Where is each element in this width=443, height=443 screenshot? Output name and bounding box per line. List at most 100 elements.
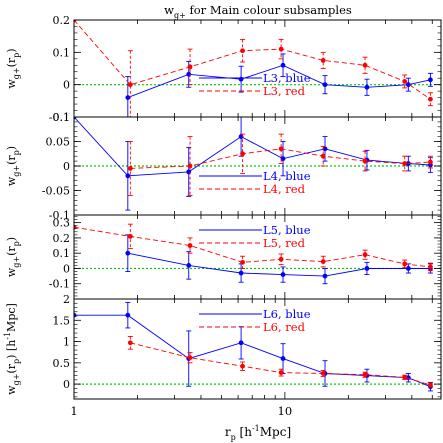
data-point [125, 173, 131, 179]
data-point [186, 263, 192, 268]
legend-label-blue: L3, blue [263, 71, 311, 85]
data-point [278, 46, 284, 52]
y-tick-label: 0 [63, 79, 70, 92]
panel-frame [73, 214, 442, 300]
y-tick-label: 0.1 [53, 111, 71, 124]
data-point [362, 252, 368, 258]
y-tick-label: 0 [63, 378, 70, 391]
data-point [320, 153, 326, 159]
y-tick-label: 0.3 [53, 217, 71, 230]
legend-label-red: L3, red [263, 84, 306, 98]
data-point [280, 62, 286, 68]
plot-area [74, 20, 441, 117]
data-point [428, 77, 433, 83]
data-point [364, 266, 370, 271]
data-point [320, 371, 326, 376]
series-line-red [130, 148, 431, 169]
data-point [402, 261, 408, 267]
legend-label-red: L5, red [263, 236, 306, 250]
figure-title: wg+ for Main colour subsamples [164, 3, 352, 20]
data-point [240, 151, 245, 157]
data-point [278, 370, 284, 376]
data-point [278, 256, 284, 262]
plot-area [74, 117, 441, 211]
legend-label-red: L6, red [263, 320, 306, 334]
data-point [238, 340, 244, 346]
data-point [127, 82, 133, 88]
x-axis-label: rp [h-1Mpc] [225, 424, 291, 442]
series-blue [125, 234, 433, 285]
data-point [74, 224, 77, 230]
data-point [320, 58, 326, 63]
data-point [240, 259, 245, 265]
y-axis-label: wg+(rp) [5, 237, 21, 277]
data-point [428, 159, 433, 165]
y-tick-label: 1 [63, 336, 70, 349]
y-tick-label: 0.1 [53, 247, 71, 260]
data-point [405, 266, 411, 271]
y-tick-label: 0.2 [53, 232, 71, 245]
y-tick-label: 0 [63, 160, 70, 173]
series-line-blue [127, 252, 431, 277]
data-point [125, 250, 131, 256]
plot-area [74, 301, 441, 392]
data-point [125, 312, 131, 318]
data-point [187, 355, 193, 361]
y-tick-label: 0.5 [53, 357, 71, 370]
y-tick-label: -0.1 [49, 111, 70, 124]
y-tick-label: 1.5 [53, 314, 71, 327]
data-point [428, 264, 433, 270]
legend-label-red: L4, red [263, 182, 306, 196]
series-red [127, 133, 433, 196]
panel-frame [73, 116, 442, 216]
data-point [362, 62, 368, 68]
x-tick-label: 10 [278, 404, 293, 418]
series-red [74, 20, 433, 117]
data-point [428, 382, 433, 388]
data-point [428, 96, 433, 102]
data-point [238, 270, 244, 276]
panel-frame [73, 298, 442, 400]
data-point [187, 64, 193, 70]
data-point [280, 156, 286, 162]
data-point [74, 117, 77, 120]
legend-label-blue: L4, blue [263, 169, 311, 183]
data-point [127, 233, 133, 239]
legend-label-blue: L6, blue [263, 307, 311, 321]
data-point [127, 340, 133, 346]
y-tick-label: 0.05 [46, 136, 71, 149]
data-point [238, 76, 244, 82]
y-tick-label: -0.05 [42, 185, 70, 198]
data-point [362, 158, 368, 164]
series-red [74, 223, 433, 272]
data-point [240, 363, 245, 369]
data-point [125, 95, 131, 100]
data-point [402, 79, 408, 84]
data-point [240, 48, 245, 54]
series-blue [74, 117, 433, 211]
data-point [362, 372, 368, 378]
data-point [74, 20, 77, 23]
data-point [280, 272, 286, 277]
series-blue [74, 301, 433, 392]
data-point [278, 146, 284, 152]
y-axis-label: wg+(rp) [h-1Mpc] [3, 303, 21, 395]
panel-frame [73, 19, 442, 118]
legend-label-blue: L5, blue [263, 223, 311, 237]
data-point [322, 82, 328, 88]
series-line-blue [127, 64, 431, 99]
y-tick-label: 0.2 [53, 14, 71, 27]
data-point [402, 161, 408, 166]
data-point [402, 374, 408, 380]
data-point [322, 146, 328, 152]
y-axis-label: wg+(rp) [5, 146, 21, 186]
x-tick-label: 1 [70, 404, 77, 418]
